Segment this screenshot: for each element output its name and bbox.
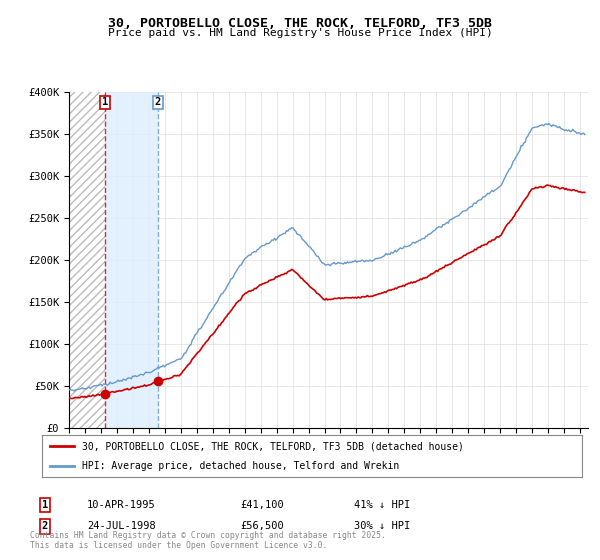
- Bar: [69, 92, 105, 428]
- Text: 30, PORTOBELLO CLOSE, THE ROCK, TELFORD, TF3 5DB (detached house): 30, PORTOBELLO CLOSE, THE ROCK, TELFORD,…: [83, 441, 464, 451]
- Text: 30% ↓ HPI: 30% ↓ HPI: [354, 521, 410, 531]
- Text: 24-JUL-1998: 24-JUL-1998: [87, 521, 156, 531]
- Text: 2: 2: [42, 521, 48, 531]
- Text: £41,100: £41,100: [240, 500, 284, 510]
- Text: 41% ↓ HPI: 41% ↓ HPI: [354, 500, 410, 510]
- Text: Contains HM Land Registry data © Crown copyright and database right 2025.
This d: Contains HM Land Registry data © Crown c…: [30, 530, 386, 550]
- Text: 2: 2: [155, 97, 161, 108]
- Text: 1: 1: [102, 97, 109, 108]
- Bar: [105, 92, 158, 428]
- Text: Price paid vs. HM Land Registry's House Price Index (HPI): Price paid vs. HM Land Registry's House …: [107, 28, 493, 38]
- Text: 10-APR-1995: 10-APR-1995: [87, 500, 156, 510]
- Text: 1: 1: [42, 500, 48, 510]
- Text: 30, PORTOBELLO CLOSE, THE ROCK, TELFORD, TF3 5DB: 30, PORTOBELLO CLOSE, THE ROCK, TELFORD,…: [108, 17, 492, 30]
- Text: HPI: Average price, detached house, Telford and Wrekin: HPI: Average price, detached house, Telf…: [83, 461, 400, 471]
- Text: £56,500: £56,500: [240, 521, 284, 531]
